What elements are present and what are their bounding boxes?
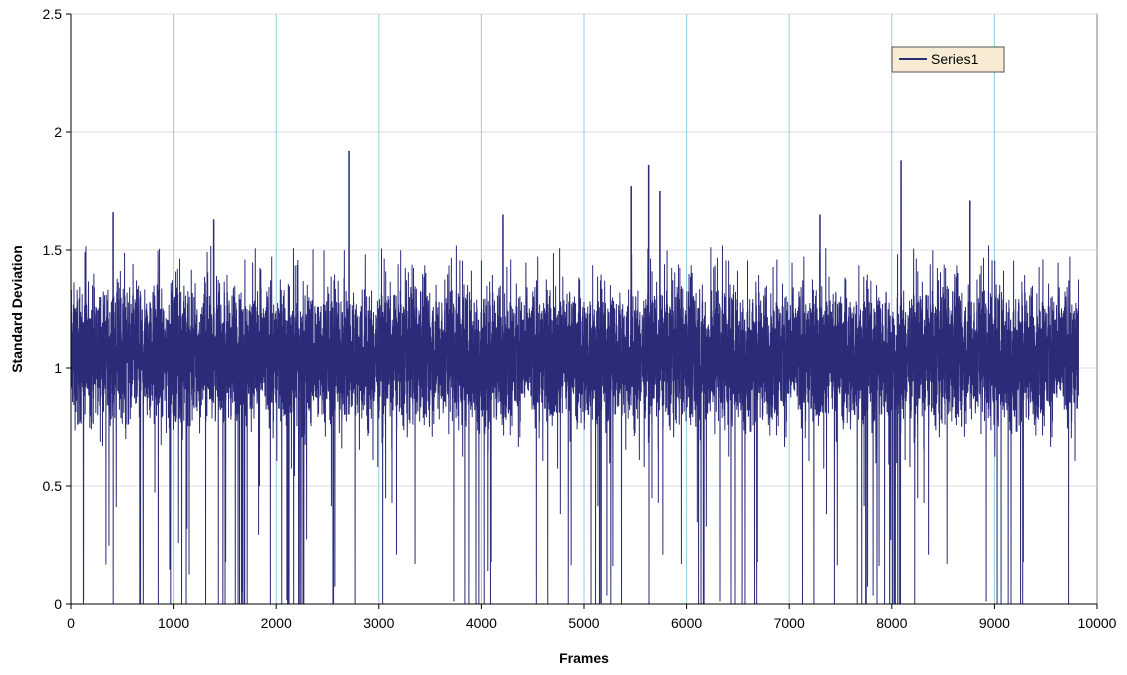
y-axis-ticks: 0 0.5 1 1.5 2 2.5 <box>43 6 71 612</box>
y-tick-label: 1.5 <box>43 242 63 258</box>
legend-box <box>891 46 1005 73</box>
x-tick-label: 10000 <box>1078 615 1117 631</box>
x-tick-label: 4000 <box>466 615 497 631</box>
x-tick-label: 0 <box>67 615 75 631</box>
x-tick-label: 6000 <box>671 615 702 631</box>
series1-peaks <box>112 150 971 357</box>
x-tick-label: 7000 <box>774 615 805 631</box>
x-tick-label: 8000 <box>876 615 907 631</box>
legend: Series1 <box>891 46 1005 73</box>
x-tick-label: 3000 <box>363 615 394 631</box>
legend-label-series1: Series1 <box>931 51 979 67</box>
series1-line <box>70 150 1080 605</box>
x-tick-label: 1000 <box>158 615 189 631</box>
y-tick-label: 0.5 <box>43 478 63 494</box>
y-tick-label: 1 <box>54 360 62 376</box>
y-tick-label: 0 <box>54 596 62 612</box>
y-tick-label: 2.5 <box>43 6 63 22</box>
x-axis-title: Frames <box>559 650 609 666</box>
y-axis-title: Standard Deviation <box>9 245 25 373</box>
x-tick-label: 5000 <box>568 615 599 631</box>
x-tick-label: 2000 <box>261 615 292 631</box>
x-tick-label: 9000 <box>979 615 1010 631</box>
y-tick-label: 2 <box>54 124 62 140</box>
x-axis-ticks: 0 1000 2000 3000 4000 5000 6000 7000 8000 9000 100… <box>67 604 1117 631</box>
